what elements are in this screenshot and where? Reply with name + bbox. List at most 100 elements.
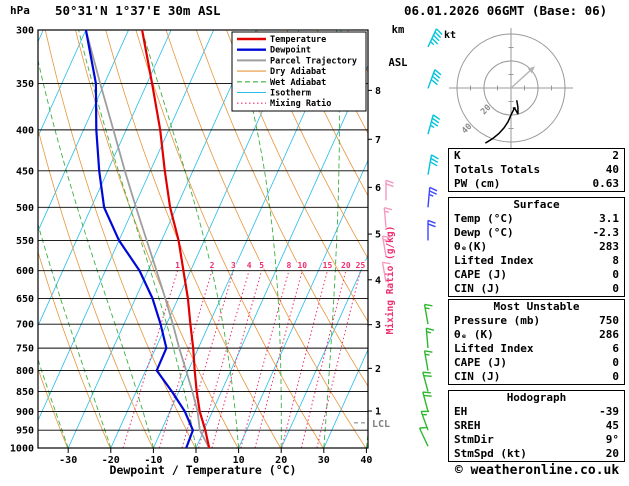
mixing-ratio-line	[122, 270, 179, 448]
isotherm-line	[323, 348, 368, 448]
stat-row: PW (cm) 0.63	[449, 177, 624, 191]
wet-adiabat-line	[141, 30, 240, 448]
mixing-ratio-value-label: 8	[286, 261, 291, 270]
wind-barbs-column	[381, 28, 443, 447]
pressure-tick-label: 350	[16, 79, 34, 90]
mixing-ratio-line	[300, 270, 347, 448]
stats-panel: Surface Temp (°C) 3.1 Dewp (°C) -2.3 θₑ(K) 283…	[448, 197, 625, 297]
mixing-ratio-value-label: 1	[175, 261, 180, 270]
wet-adiabat-line	[232, 30, 282, 448]
km-tick-label: 3	[375, 320, 381, 331]
wind-barb	[385, 179, 394, 201]
stat-label: Dewp (°C)	[454, 226, 514, 239]
mixing-ratio-value-label: 3	[231, 261, 236, 270]
storm-motion-arrowhead	[527, 66, 535, 74]
stat-row: Pressure (mb) 750	[449, 314, 624, 328]
stat-label: K	[454, 149, 461, 162]
dry-adiabat-line	[44, 30, 196, 448]
legend-label: Dry Adiabat	[270, 66, 326, 77]
stat-label: θₑ (K)	[454, 328, 494, 341]
pressure-tick-label: 400	[16, 125, 34, 136]
dry-adiabat-line	[256, 30, 368, 260]
temp-tick-label: -10	[144, 455, 162, 466]
stat-value: 0	[612, 370, 619, 383]
stat-row: Lifted Index 8	[449, 254, 624, 268]
stat-row: CIN (J) 0	[449, 370, 624, 384]
stat-label: Totals Totals	[454, 163, 541, 176]
wind-barb	[427, 219, 436, 241]
stat-value: 40	[605, 163, 619, 176]
asl-label: ASL	[388, 57, 408, 69]
wind-barb	[427, 28, 443, 48]
stat-row: CIN (J) 0	[449, 282, 624, 296]
temperature-curve	[141, 30, 211, 448]
stat-value: 0	[612, 282, 619, 295]
stat-label: CIN (J)	[454, 370, 501, 383]
mixing-ratio-axis-title: Mixing Ratio (g/kg)	[385, 226, 396, 335]
legend-label: Isotherm	[270, 89, 311, 99]
legend-label: Dewpoint	[270, 45, 311, 56]
copyright-link[interactable]: © weatheronline.co.uk	[454, 463, 620, 478]
pressure-tick-label: 450	[16, 166, 34, 177]
stat-row: StmSpd (kt) 20	[449, 447, 624, 461]
temp-tick-label: -30	[59, 455, 77, 466]
stat-row: CAPE (J) 0	[449, 356, 624, 370]
mixing-ratio-line	[158, 270, 213, 448]
stat-row: SREH 45	[449, 419, 624, 433]
stat-label: StmSpd (kt)	[454, 447, 527, 460]
mixing-ratio-line	[211, 270, 263, 448]
stat-row: Lifted Index 6	[449, 342, 624, 356]
temp-tick-label: -20	[102, 455, 120, 466]
temp-tick-label: 30	[318, 455, 330, 466]
stat-label: CAPE (J)	[454, 356, 507, 369]
profile-curves	[84, 30, 211, 448]
pressure-tick-label: 850	[16, 387, 34, 398]
hodograph-ring-label: 40	[460, 122, 474, 136]
stat-label: StmDir	[454, 433, 494, 446]
stat-value: 3.1	[599, 212, 619, 225]
stat-row: Totals Totals 40	[449, 163, 624, 177]
mixing-ratio-value-label: 25	[356, 261, 366, 270]
stat-value: 6	[612, 342, 619, 355]
panel-header: Hodograph	[506, 391, 567, 404]
lcl-label: LCL	[372, 419, 390, 430]
mixing-ratio-line	[281, 270, 328, 448]
temp-tick-label: 10	[233, 455, 245, 466]
mixing-ratio-value-label: 4	[247, 261, 252, 270]
pressure-grid: 3003504004505005506006507007508008509009…	[10, 26, 381, 467]
km-asl-axis-label: km ASL	[381, 3, 415, 91]
stat-value: 283	[599, 240, 619, 253]
stat-label: θₑ(K)	[454, 240, 488, 253]
dewpoint-curve	[84, 30, 194, 448]
stat-value: 8	[612, 254, 619, 267]
stat-value: -2.3	[592, 226, 620, 239]
stat-label: CAPE (J)	[454, 268, 507, 281]
pressure-tick-label: 950	[16, 426, 34, 437]
pressure-tick-label: 300	[16, 26, 34, 37]
isotherm-line	[280, 254, 368, 448]
stat-label: EH	[454, 405, 468, 418]
km-tick-label: 8	[375, 86, 381, 97]
wind-barb	[425, 327, 435, 349]
wind-barb	[427, 186, 438, 208]
stat-label: CIN (J)	[454, 282, 501, 295]
stat-row: Dewp (°C) -2.3	[449, 226, 624, 240]
hodograph-ring-label: 20	[479, 103, 493, 117]
wind-barb	[381, 235, 391, 256]
pressure-tick-label: 1000	[10, 444, 34, 455]
datetime-title: 06.01.2026 06GMT (Base: 06)	[404, 3, 608, 18]
stat-row: θₑ (K) 286	[449, 328, 624, 342]
isotherm-line	[0, 30, 1, 448]
hodograph-unit-label: kt	[444, 30, 456, 41]
stat-value: 750	[599, 314, 619, 327]
wind-barb	[427, 69, 442, 89]
legend-label: Wet Adiabat	[270, 77, 326, 88]
legend-label: Mixing Ratio	[270, 98, 331, 109]
stat-value: 20	[605, 447, 619, 460]
stat-value: 45	[605, 419, 619, 432]
